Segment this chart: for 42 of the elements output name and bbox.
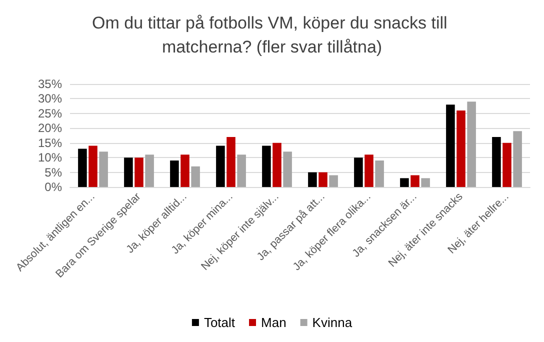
bar: [467, 102, 476, 187]
y-tick-label: 35%: [38, 77, 62, 91]
bar: [272, 142, 282, 187]
bar: [354, 158, 363, 187]
bar: [99, 152, 108, 187]
bar: [318, 172, 328, 187]
legend-label: Kvinna: [312, 315, 353, 330]
bar: [329, 175, 338, 187]
bar: [513, 131, 522, 187]
bar: [180, 154, 190, 187]
bar: [216, 146, 225, 187]
bar: [124, 158, 133, 187]
legend-label: Man: [261, 315, 286, 330]
y-tick-label: 15%: [38, 136, 62, 150]
bar: [492, 136, 501, 187]
bar: [262, 146, 271, 187]
bar: [410, 175, 420, 187]
bar: [446, 104, 455, 187]
bar: [400, 178, 409, 187]
bar: [191, 166, 200, 187]
bar: [78, 148, 87, 187]
bar: [226, 136, 236, 187]
bar: [375, 160, 384, 187]
bar: [145, 154, 154, 187]
legend-label: Totalt: [204, 315, 236, 330]
y-tick-label: 10%: [38, 150, 62, 165]
bar: [237, 154, 246, 187]
bar: [283, 152, 292, 187]
y-tick-label: 5%: [44, 165, 62, 180]
bar: [170, 160, 179, 187]
y-tick-label: 0%: [44, 180, 62, 194]
bar: [88, 146, 98, 187]
bar: [421, 178, 430, 187]
bar: [134, 158, 144, 187]
y-tick-label: 20%: [38, 121, 62, 136]
chart-title: Om du tittar på fotbolls VM, köper du snacks till matcherna? (fler svar tillåtna): [92, 14, 452, 56]
bar: [502, 142, 512, 187]
bar: [456, 110, 466, 187]
y-tick-label: 30%: [38, 92, 62, 106]
bar: [364, 154, 374, 187]
y-tick-label: 25%: [38, 106, 62, 120]
bar: [308, 172, 317, 187]
